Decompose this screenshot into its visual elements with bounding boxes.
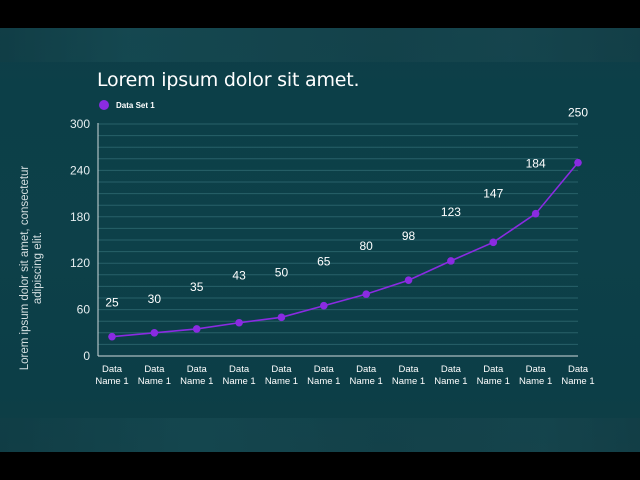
- data-point: [447, 257, 455, 265]
- data-labels: 25 30 35 43 50 65 80 98 123 147 184 250: [105, 106, 588, 310]
- chart-slide: Lorem ipsum dolor sit amet. Data Set 1 L…: [0, 28, 640, 452]
- legend-swatch: [99, 100, 109, 110]
- x-tick-label: Data Name 1: [265, 364, 298, 387]
- x-tick-label: Data Name 1: [180, 364, 213, 387]
- data-label: 50: [275, 265, 289, 279]
- data-point: [192, 325, 201, 333]
- data-point: [531, 209, 540, 218]
- data-label: 123: [441, 205, 461, 219]
- data-label: 98: [402, 229, 416, 243]
- x-tick-label: Data Name 1: [561, 364, 594, 387]
- y-tick-label: 120: [70, 256, 90, 270]
- y-tick-label: 180: [70, 210, 90, 224]
- data-label: 30: [148, 292, 162, 306]
- x-tick-label: Data Name 1: [222, 364, 255, 387]
- data-label: 147: [483, 186, 503, 200]
- y-tick-label: 300: [70, 117, 90, 131]
- data-point: [108, 332, 116, 341]
- y-tick-label: 0: [83, 349, 90, 363]
- series-line-layer: [111, 162, 579, 338]
- data-point: [150, 329, 159, 337]
- data-label: 25: [105, 296, 119, 310]
- data-label: 43: [232, 269, 246, 283]
- data-point: [320, 301, 328, 310]
- data-point: [574, 158, 582, 167]
- legend: Data Set 1: [99, 100, 155, 110]
- x-tick-label: Data Name 1: [138, 364, 171, 387]
- x-tick-label: Data Name 1: [392, 364, 425, 387]
- data-label: 80: [360, 239, 374, 253]
- x-tick-label: Data Name 1: [519, 364, 552, 387]
- data-point: [404, 276, 413, 285]
- letterbox-top: [0, 0, 640, 28]
- data-point: [235, 318, 243, 327]
- grid-layer: [98, 123, 578, 345]
- x-tick-labels: Data Name 1 Data Name 1 Data Name 1 Data Name 1…: [95, 364, 594, 387]
- x-tick-label: Data Name 1: [95, 364, 128, 387]
- letterbox-bottom: [0, 452, 640, 480]
- data-point: [362, 290, 370, 298]
- chart-title: Lorem ipsum dolor sit amet.: [97, 69, 360, 91]
- y-tick-label: 240: [70, 163, 90, 177]
- data-point: [489, 238, 498, 247]
- data-label: 250: [568, 106, 588, 120]
- slide-top-band: [0, 28, 640, 62]
- series-line: [111, 162, 579, 338]
- x-tick-label: Data Name 1: [434, 364, 467, 387]
- x-tick-label: Data Name 1: [307, 364, 340, 387]
- data-point: [277, 313, 286, 322]
- data-label: 35: [190, 280, 204, 294]
- legend-label: Data Set 1: [116, 100, 155, 110]
- slide-bottom-band: [0, 418, 640, 452]
- data-label: 184: [526, 157, 546, 171]
- y-tick-label: 60: [77, 303, 91, 317]
- data-label: 65: [317, 255, 331, 269]
- axis-layer: [97, 123, 578, 357]
- y-tick-labels: 0 60 120 180 240 300: [70, 117, 90, 363]
- series-points: [108, 158, 582, 341]
- x-tick-label: Data Name 1: [350, 364, 383, 387]
- x-tick-label: Data Name 1: [477, 364, 510, 387]
